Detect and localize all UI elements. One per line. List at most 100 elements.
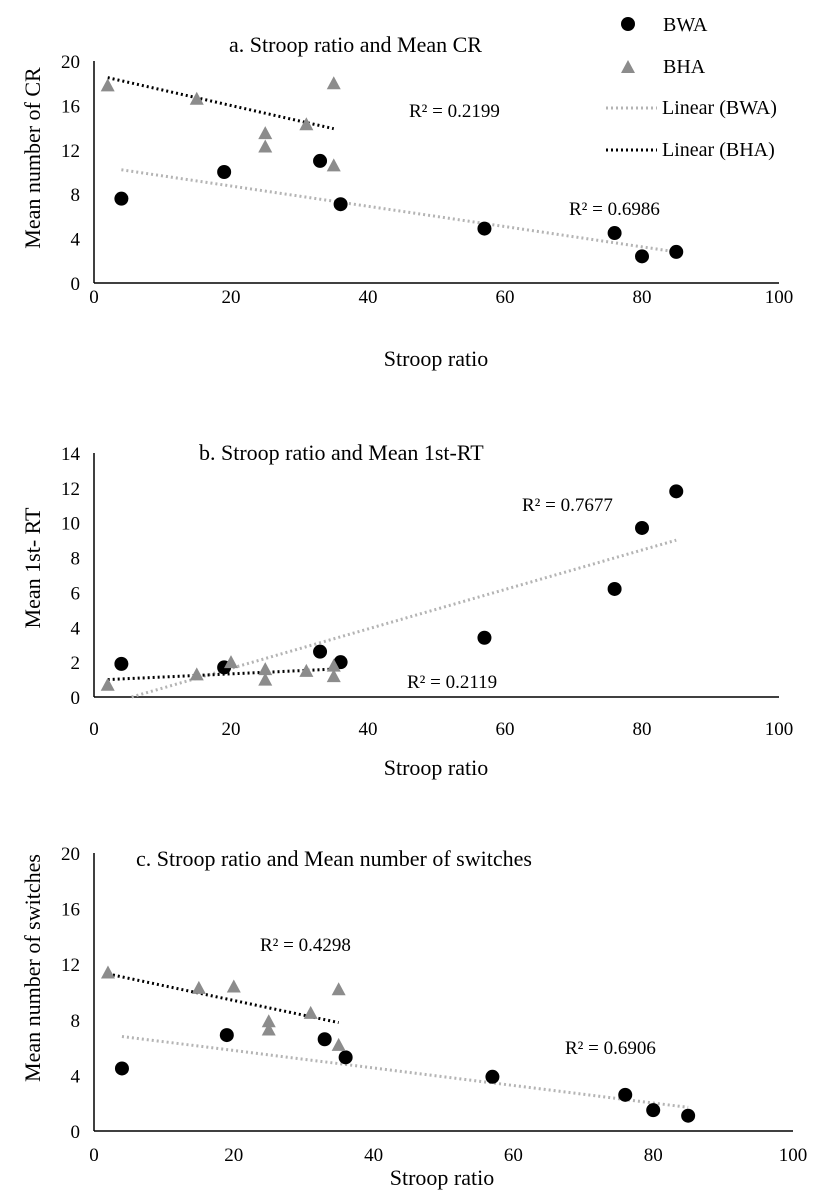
panel-b-y-axis-label: Mean 1st- RT — [20, 507, 45, 628]
panel-b-y-tick-label: 8 — [71, 549, 81, 570]
panel-b-point-bha — [100, 677, 115, 691]
panel-b-y-tick-label: 4 — [71, 618, 81, 639]
panel-a-plot: 0 20 40 60 80 100 0 4 8 12 16 20 — [61, 52, 793, 308]
panel-c-point-bha — [331, 982, 346, 996]
panel-c-point-bwa — [114, 1061, 129, 1076]
panel-a-point-bwa — [333, 197, 348, 212]
panel-b-x-axis-label: Stroop ratio — [384, 755, 489, 780]
panel-c-trendline-linear-bha — [107, 972, 339, 1025]
panel-a-point-bha — [100, 78, 115, 92]
panel-c-r2-bha: R² = 0.4298 — [260, 935, 351, 956]
panel-c-title: c. Stroop ratio and Mean number of switc… — [136, 846, 532, 871]
panel-a-x-tick-label: 80 — [633, 287, 652, 308]
panel-c-x-tick-label: 40 — [364, 1145, 383, 1166]
panel-a-y-tick-label: 4 — [71, 230, 81, 251]
panel-a-x-tick-label: 100 — [765, 287, 794, 308]
panel-a-point-bha — [326, 158, 341, 172]
panel-c-y-tick-label: 4 — [71, 1066, 81, 1087]
panel-a-title: a. Stroop ratio and Mean CR — [229, 32, 482, 57]
panel-a-x-axis-label: Stroop ratio — [384, 346, 489, 371]
panel-b-x-tick-label: 100 — [765, 719, 794, 740]
panel-c-point-bwa — [618, 1087, 633, 1102]
panel-a-point-bha — [299, 117, 314, 131]
panel-a-y-tick-label: 16 — [61, 96, 80, 117]
panel-a-point-bwa — [607, 226, 622, 241]
panel-a-y-axis-label: Mean number of CR — [20, 67, 45, 249]
panel-a-x-tick-label: 40 — [359, 287, 378, 308]
panel-b-y-tick-label: 10 — [61, 514, 80, 535]
panel-c-point-bwa — [485, 1069, 500, 1084]
panel-c-point-bwa — [317, 1032, 332, 1047]
panel-c-r2-bwa: R² = 0.6906 — [565, 1038, 656, 1059]
panel-c-point-bha — [100, 965, 115, 979]
panel-b-y-tick-label: 12 — [61, 479, 80, 500]
panel-b-x-tick-label: 60 — [496, 719, 515, 740]
legend-bha-marker — [621, 60, 635, 73]
panel-a-r2-bwa: R² = 0.6986 — [569, 199, 660, 220]
panel-c-point-bha — [331, 1037, 346, 1051]
panel-a-point-bha — [189, 91, 204, 105]
panel-b: b. Stroop ratio and Mean 1st-RT Stroop r… — [20, 440, 793, 780]
panel-c-x-tick-label: 60 — [504, 1145, 523, 1166]
panel-b-point-bha — [299, 663, 314, 677]
panel-c-x-tick-label: 20 — [224, 1145, 243, 1166]
panel-a-y-tick-label: 0 — [71, 274, 81, 295]
legend-bha-label: BHA — [663, 56, 706, 78]
legend-bwa-label: BWA — [663, 14, 708, 36]
panel-b-r2-bha: R² = 0.2119 — [407, 672, 497, 693]
panel-a-x-tick-label: 0 — [89, 287, 99, 308]
panel-c-x-tick-label: 0 — [89, 1145, 99, 1166]
panel-c-y-tick-label: 16 — [61, 900, 80, 921]
panel-c-point-bha — [261, 1022, 276, 1036]
panel-c-point-bwa — [646, 1103, 661, 1118]
legend-linear-bwa-label: Linear (BWA) — [662, 97, 777, 119]
panel-b-title: b. Stroop ratio and Mean 1st-RT — [199, 440, 484, 465]
panel-b-y-tick-label: 0 — [71, 688, 81, 709]
panel-b-x-tick-label: 40 — [359, 719, 378, 740]
legend-linear-bha-label: Linear (BHA) — [662, 139, 775, 161]
panel-c-point-bha — [191, 980, 206, 994]
panel-c-y-tick-label: 0 — [71, 1122, 81, 1143]
legend-bwa-marker — [621, 17, 635, 31]
panel-a-point-bha — [326, 76, 341, 90]
panel-b-point-bha — [189, 667, 204, 681]
panel-a-point-bwa — [114, 191, 129, 206]
panel-c-y-tick-label: 12 — [61, 955, 80, 976]
panel-b-point-bha — [326, 658, 341, 672]
panel-b-point-bha — [258, 662, 273, 676]
panel-b-y-tick-label: 6 — [71, 583, 81, 604]
panel-c-y-tick-label: 8 — [71, 1011, 81, 1032]
panel-c-trendline-linear-bwa — [121, 1034, 689, 1109]
panel-b-point-bwa — [114, 656, 129, 671]
panel-a-x-tick-label: 60 — [496, 287, 515, 308]
panel-c-y-axis-label: Mean number of switches — [20, 854, 45, 1082]
panel-b-x-tick-label: 0 — [89, 719, 99, 740]
panel-c-x-tick-label: 100 — [779, 1145, 808, 1166]
panel-a-y-tick-label: 8 — [71, 185, 81, 206]
legend: BWA BHA Linear (BWA) Linear (BHA) — [606, 14, 777, 161]
panel-b-r2-bwa: R² = 0.7677 — [522, 495, 613, 516]
panel-a-x-tick-label: 20 — [222, 287, 241, 308]
panel-b-point-bwa — [313, 644, 328, 659]
panel-c: c. Stroop ratio and Mean number of switc… — [20, 844, 807, 1190]
panel-a-point-bwa — [313, 153, 328, 168]
panel-c-point-bwa — [219, 1028, 234, 1043]
panel-c-point-bwa — [338, 1050, 353, 1065]
panel-b-y-tick-label: 2 — [71, 653, 81, 674]
panel-b-plot: 0 20 40 60 80 100 0 2 4 6 8 10 12 14 — [61, 444, 793, 740]
panel-b-point-bha — [258, 672, 273, 686]
panel-b-point-bwa — [607, 581, 622, 596]
panel-a-y-tick-label: 20 — [61, 52, 80, 73]
panel-a-point-bwa — [669, 244, 684, 259]
panel-b-point-bwa — [669, 484, 684, 499]
panel-c-point-bwa — [681, 1108, 696, 1123]
panel-b-point-bwa — [635, 520, 649, 535]
panel-a-y-tick-label: 12 — [61, 141, 80, 162]
panel-a-point-bwa — [477, 221, 492, 236]
panel-c-y-tick-label: 20 — [61, 844, 80, 865]
panel-a-point-bwa — [217, 165, 232, 179]
panel-c-x-tick-label: 80 — [644, 1145, 663, 1166]
panel-c-point-bha — [261, 1014, 276, 1028]
panel-c-point-bha — [226, 979, 241, 993]
